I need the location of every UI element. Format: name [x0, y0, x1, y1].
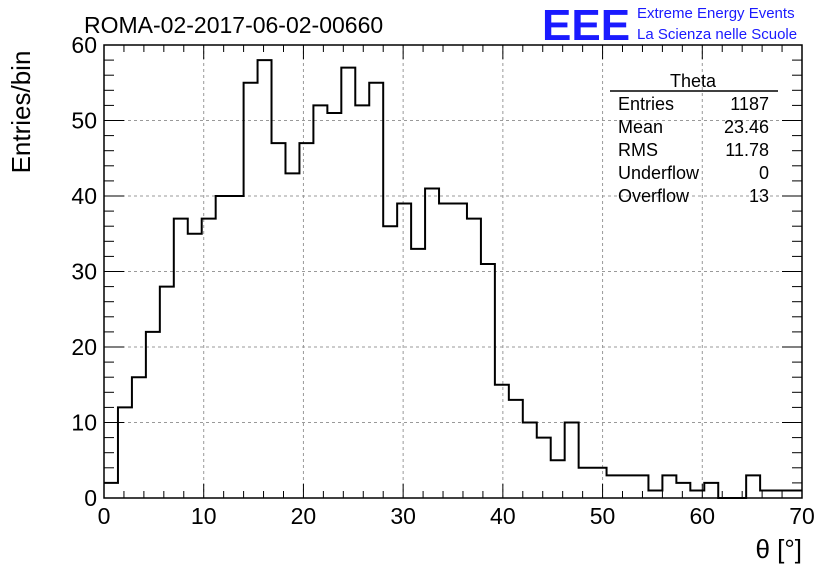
plot-frame	[103, 44, 803, 499]
histogram-bin	[272, 143, 286, 498]
eee-logo: EEE Extreme Energy Events La Scienza nel…	[542, 1, 797, 50]
y-tick-label: 40	[71, 183, 97, 209]
histogram-bin	[565, 423, 579, 499]
stats-value: 13	[749, 186, 769, 206]
x-tick-label: 50	[590, 503, 616, 529]
histogram-bin	[146, 332, 160, 498]
x-tick-label: 30	[390, 503, 416, 529]
stats-label: Overflow	[618, 186, 690, 206]
stats-label: Mean	[618, 117, 663, 137]
stats-label: Underflow	[618, 163, 700, 183]
histogram-bin	[509, 400, 523, 498]
histogram-outline	[104, 59, 802, 499]
stats-title: Theta	[670, 71, 717, 91]
histogram-bin	[258, 60, 272, 498]
y-axis-label: Entries/bin	[6, 51, 36, 174]
histogram-bin	[495, 385, 509, 498]
histogram-bin	[411, 249, 425, 498]
y-tick-label: 60	[71, 32, 97, 58]
x-tick-label: 70	[789, 503, 815, 529]
stats-rows: Entries 1187 Mean 23.46 RMS 11.78 Underflow 0 Ov…	[618, 94, 769, 206]
chart-title: ROMA-02-2017-06-02-00660	[84, 12, 383, 38]
stats-value: 11.78	[725, 140, 769, 160]
histogram-bin	[341, 68, 355, 498]
x-tick-label: 20	[291, 503, 317, 529]
histogram-bin	[104, 483, 118, 498]
histogram-bin	[439, 204, 453, 498]
histogram-bin	[467, 219, 481, 498]
histogram-bin	[383, 226, 397, 498]
histogram-bin	[746, 475, 760, 498]
histogram-bin	[481, 264, 495, 498]
histogram-bin	[202, 219, 216, 498]
x-tick-label: 10	[191, 503, 217, 529]
histogram-bin	[453, 204, 467, 498]
histogram-bin	[160, 287, 174, 498]
histogram-bin	[369, 83, 383, 498]
histogram-bin	[634, 475, 648, 498]
stats-value: 23.46	[724, 117, 769, 137]
logo-line-2: La Scienza nelle Scuole	[637, 26, 797, 43]
stats-value: 0	[759, 163, 769, 183]
histogram-bin	[132, 377, 146, 498]
histogram-bin	[788, 490, 802, 498]
stats-value: 1187	[730, 94, 769, 114]
histogram-bin	[648, 490, 662, 498]
x-tick-label: 40	[490, 503, 516, 529]
x-tick-label: 0	[98, 503, 111, 529]
histogram-bin	[216, 196, 230, 498]
stats-label: Entries	[618, 94, 674, 114]
y-tick-labels: 0 10 20 30 40 50 60	[71, 32, 97, 511]
x-tick-labels: 0 10 20 30 40 50 60 70	[98, 503, 815, 529]
histogram-bin	[662, 475, 676, 498]
histogram-bin	[327, 113, 341, 498]
histogram-bin	[244, 83, 258, 498]
y-tick-label: 10	[71, 410, 97, 436]
histogram	[104, 59, 802, 499]
histogram-bin	[593, 468, 607, 498]
histogram-bin	[537, 438, 551, 498]
histogram-bin	[774, 490, 788, 498]
histogram-bin	[174, 219, 188, 498]
stats-box: Theta Entries 1187 Mean 23.46 RMS 11.78 Underf…	[610, 71, 778, 206]
logo-mark: EEE	[542, 1, 630, 50]
histogram-bin	[397, 204, 411, 498]
histogram-bin	[299, 143, 313, 498]
histogram-bin	[118, 407, 132, 498]
x-axis-label: θ [°]	[755, 534, 802, 564]
histogram-bin	[313, 105, 327, 498]
y-tick-label: 30	[71, 259, 97, 285]
histogram-bin	[523, 423, 537, 499]
logo-line-1: Extreme Energy Events	[637, 5, 795, 22]
histogram-bin	[285, 173, 299, 498]
histogram-bin	[676, 483, 690, 498]
histogram-bin	[188, 234, 202, 498]
histogram-bin	[355, 105, 369, 498]
histogram-bin	[425, 188, 439, 498]
histogram-bin	[607, 475, 621, 498]
histogram-bin	[704, 483, 718, 498]
y-tick-label: 50	[71, 108, 97, 134]
y-tick-label: 20	[71, 334, 97, 360]
histogram-bin	[579, 468, 593, 498]
y-tick-label: 0	[84, 485, 97, 511]
stats-label: RMS	[618, 140, 658, 160]
histogram-bin	[230, 196, 244, 498]
x-tick-label: 60	[689, 503, 715, 529]
